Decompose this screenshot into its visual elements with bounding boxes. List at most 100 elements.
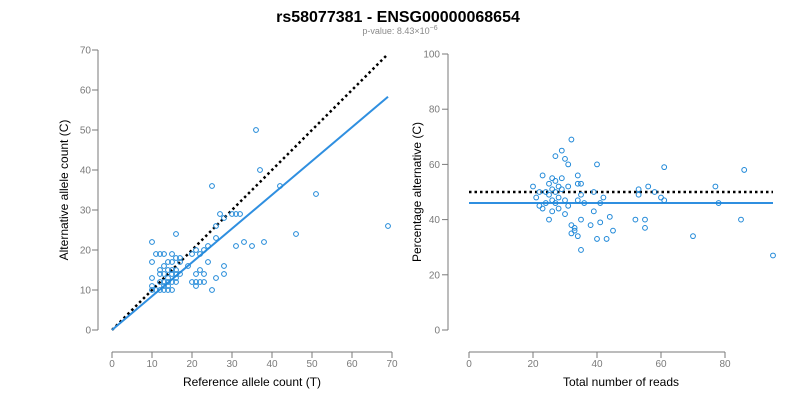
- x-tick-label: 0: [466, 359, 472, 370]
- data-point: [189, 279, 195, 285]
- data-point: [201, 271, 207, 277]
- data-point: [600, 194, 607, 201]
- data-point: [197, 279, 203, 285]
- data-point: [632, 216, 639, 223]
- data-point: [293, 231, 299, 237]
- data-point: [157, 267, 163, 273]
- data-point: [568, 230, 575, 237]
- data-point: [606, 213, 613, 220]
- data-point: [193, 283, 199, 289]
- data-point: [587, 222, 594, 229]
- data-point: [574, 233, 581, 240]
- data-point: [173, 267, 179, 273]
- data-point: [571, 227, 578, 234]
- data-point: [165, 275, 171, 281]
- data-point: [177, 259, 183, 265]
- y-tick-label: 0: [434, 326, 440, 337]
- data-point: [193, 247, 199, 253]
- y-tick-label: 50: [80, 126, 92, 137]
- y-tick-label: 20: [80, 246, 92, 257]
- p-value-label: p-value: 8.43×10−6: [362, 25, 437, 36]
- data-point: [257, 167, 263, 173]
- y-tick-label: 40: [80, 166, 92, 177]
- data-point: [555, 205, 562, 212]
- data-point: [205, 259, 211, 265]
- data-point: [197, 267, 203, 273]
- x-tick-label: 70: [386, 359, 398, 370]
- data-point: [568, 222, 575, 229]
- y-tick-label: 0: [85, 326, 91, 337]
- data-point: [635, 186, 642, 193]
- data-point: [530, 183, 536, 190]
- y-axis-label: Alternative allele count (C): [57, 120, 71, 261]
- data-point: [539, 172, 546, 179]
- data-point: [161, 251, 167, 257]
- data-point: [738, 216, 744, 223]
- data-point: [635, 191, 642, 198]
- x-tick-label: 60: [346, 359, 358, 370]
- data-point: [651, 189, 658, 195]
- data-point: [642, 216, 648, 223]
- data-point: [173, 271, 179, 277]
- data-point: [277, 183, 283, 189]
- data-point: [610, 227, 616, 234]
- data-point: [201, 247, 207, 253]
- data-point: [562, 211, 568, 217]
- data-point: [578, 247, 584, 253]
- x-tick-label: 40: [591, 359, 603, 370]
- data-point: [594, 161, 600, 168]
- data-point: [578, 216, 584, 223]
- data-point: [173, 231, 179, 237]
- data-point: [189, 251, 195, 257]
- p-value-exponent: −6: [430, 25, 438, 32]
- data-point: [161, 287, 167, 293]
- data-point: [165, 287, 171, 293]
- data-point: [165, 279, 171, 285]
- data-point: [205, 243, 211, 249]
- data-point: [741, 167, 748, 173]
- data-point: [149, 275, 155, 281]
- data-point: [233, 243, 239, 249]
- data-point: [565, 161, 572, 168]
- y-tick-label: 40: [429, 215, 441, 226]
- data-point: [229, 211, 235, 217]
- y-tick-label: 60: [80, 86, 92, 97]
- data-point: [770, 252, 776, 259]
- data-point: [552, 153, 559, 160]
- reference-line: [111, 53, 389, 331]
- data-point: [549, 208, 556, 215]
- data-point: [249, 243, 255, 249]
- data-point: [546, 191, 552, 198]
- data-point: [237, 211, 243, 217]
- data-point: [313, 191, 319, 197]
- data-point: [597, 200, 604, 206]
- data-point: [661, 164, 668, 171]
- data-point: [149, 283, 155, 289]
- data-point: [603, 236, 610, 242]
- data-point: [642, 224, 648, 231]
- data-point: [658, 194, 664, 201]
- data-point: [173, 275, 179, 281]
- data-point: [185, 263, 191, 269]
- data-point: [169, 267, 175, 273]
- y-axis-label: Percentage alternative (C): [410, 122, 424, 262]
- data-point: [169, 279, 175, 285]
- data-point: [562, 197, 568, 204]
- data-point: [177, 271, 183, 277]
- y-tick-label: 70: [80, 46, 92, 57]
- data-point: [555, 194, 562, 201]
- data-point: [712, 183, 719, 190]
- data-point: [241, 239, 247, 245]
- data-point: [161, 283, 167, 289]
- data-point: [213, 223, 219, 229]
- data-point: [169, 259, 175, 265]
- data-point: [594, 236, 600, 242]
- y-tick-label: 80: [429, 105, 441, 116]
- data-point: [217, 211, 223, 217]
- data-point: [661, 197, 668, 204]
- data-point: [165, 259, 171, 265]
- data-point: [153, 251, 159, 257]
- data-point: [165, 283, 171, 289]
- data-point: [715, 200, 722, 206]
- data-point: [690, 233, 696, 240]
